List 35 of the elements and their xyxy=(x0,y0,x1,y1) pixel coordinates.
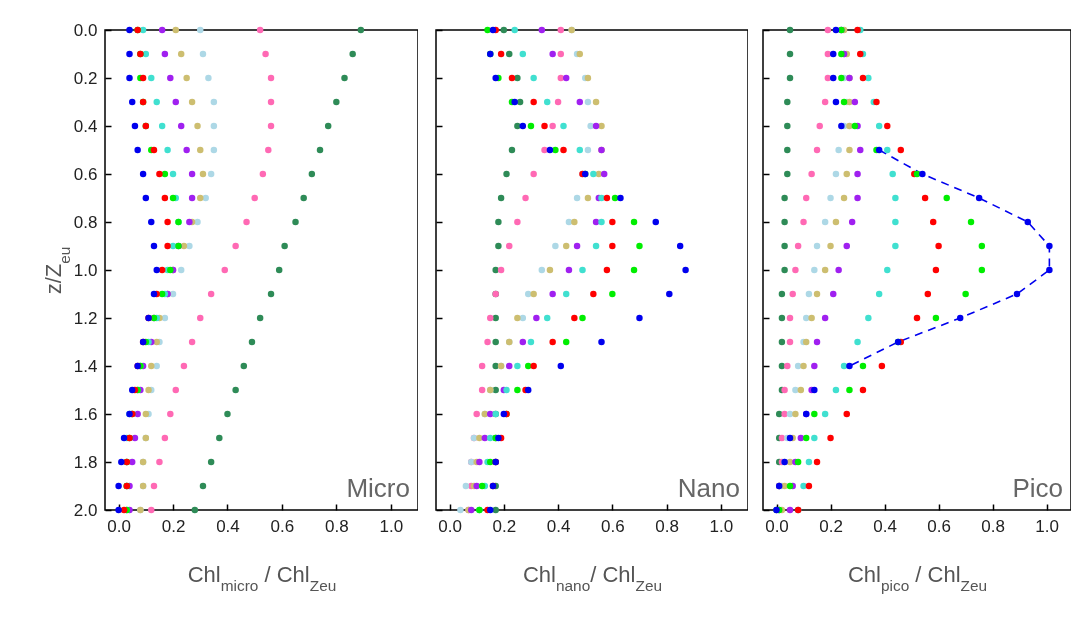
y-tick-label: 1.4 xyxy=(73,356,98,376)
x-tick-label: 0.0 xyxy=(107,516,131,536)
y-tick-label: 1.6 xyxy=(73,404,98,424)
x-axis-title: Chl$_{pico}$ / Chl$_{Zeu}$ xyxy=(847,561,988,593)
x-tick-label: 1.0 xyxy=(379,516,404,536)
x-tick-label: 0.8 xyxy=(655,516,679,536)
x-tick-label: 0.2 xyxy=(492,516,517,536)
x-tick-label: 0.6 xyxy=(601,516,625,536)
x-tick-label: 0.8 xyxy=(325,516,349,536)
y-tick-label: 0.4 xyxy=(73,116,98,136)
x-axis-title: Chl$_{micro}$ / Chl$_{Zeu}$ xyxy=(187,561,337,593)
annotation: Pico xyxy=(1012,473,1063,503)
x-tick-label: 0.0 xyxy=(438,516,462,536)
annotation: Nano xyxy=(677,473,740,503)
y-tick-label: 0.2 xyxy=(73,68,98,88)
x-tick-label: 0.6 xyxy=(927,516,951,536)
x-tick-label: 0.2 xyxy=(819,516,843,536)
x-tick-label: 0.2 xyxy=(161,516,186,536)
y-tick-label: 1.8 xyxy=(73,452,98,472)
x-tick-label: 1.0 xyxy=(1035,516,1059,536)
y-tick-label: 0.6 xyxy=(73,164,98,184)
x-axis-title: Chl$_{nano}$/ Chl$_{Zeu}$ xyxy=(522,561,663,593)
x-tick-label: 0.4 xyxy=(873,516,897,536)
y-tick-label: 0.0 xyxy=(73,20,98,40)
x-tick-label: 0.8 xyxy=(981,516,1005,536)
y-tick-label: 1.2 xyxy=(73,308,98,328)
y-tick-label: 0.8 xyxy=(73,212,98,232)
y-tick-label: 2.0 xyxy=(73,500,98,520)
x-tick-label: 0.4 xyxy=(546,516,571,536)
annotation: Micro xyxy=(346,473,410,503)
x-tick-label: 1.0 xyxy=(709,516,734,536)
x-tick-label: 0.4 xyxy=(216,516,240,536)
x-tick-label: 0.6 xyxy=(270,516,295,536)
y-tick-label: 1.0 xyxy=(73,260,98,280)
x-tick-label: 0.0 xyxy=(765,516,789,536)
